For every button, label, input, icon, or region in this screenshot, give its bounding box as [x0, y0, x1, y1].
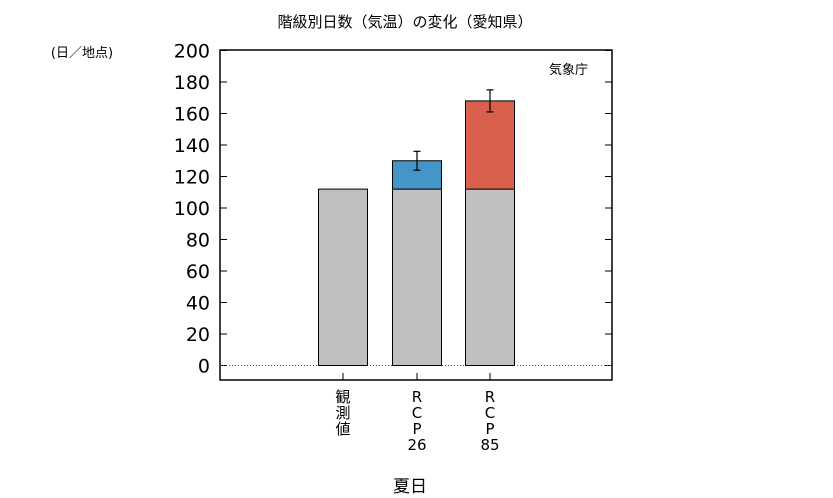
y-unit-label: (日／地点): [51, 46, 113, 61]
y-axis: 0 20 40 60 80 100 120 140 160 180 200: [174, 41, 612, 378]
x-tick-labels: 観測値 R C P 26 R C P 85: [335, 373, 500, 454]
y-tick-label: 0: [198, 356, 210, 378]
y-tick-label: 60: [186, 261, 210, 283]
y-tick-label: 20: [186, 324, 210, 346]
bar-base: [318, 188, 368, 366]
y-tick-label: 40: [186, 293, 210, 315]
y-tick-label: 140: [174, 135, 210, 157]
y-tick-label: 200: [174, 41, 210, 63]
bars: [318, 89, 515, 366]
y-tick-label: 80: [186, 230, 210, 252]
y-tick-label: 100: [174, 198, 210, 220]
y-tick-label: 160: [174, 104, 210, 126]
x-axis-label: 夏日: [393, 477, 427, 497]
plot-area: [219, 49, 613, 381]
x-tick-label: 観測値: [335, 388, 350, 438]
bar-base: [392, 188, 442, 366]
y-tick-label: 120: [174, 167, 210, 189]
bar-base: [465, 188, 515, 366]
bar-increase: [465, 100, 515, 190]
x-tick-label: R C P 85: [480, 388, 499, 454]
chart-title: 階級別日数（気温）の変化（愛知県）: [277, 13, 532, 31]
y-tick-label: 180: [174, 72, 210, 94]
source-label: 気象庁: [549, 62, 588, 78]
x-tick-label: R C P 26: [407, 388, 426, 454]
